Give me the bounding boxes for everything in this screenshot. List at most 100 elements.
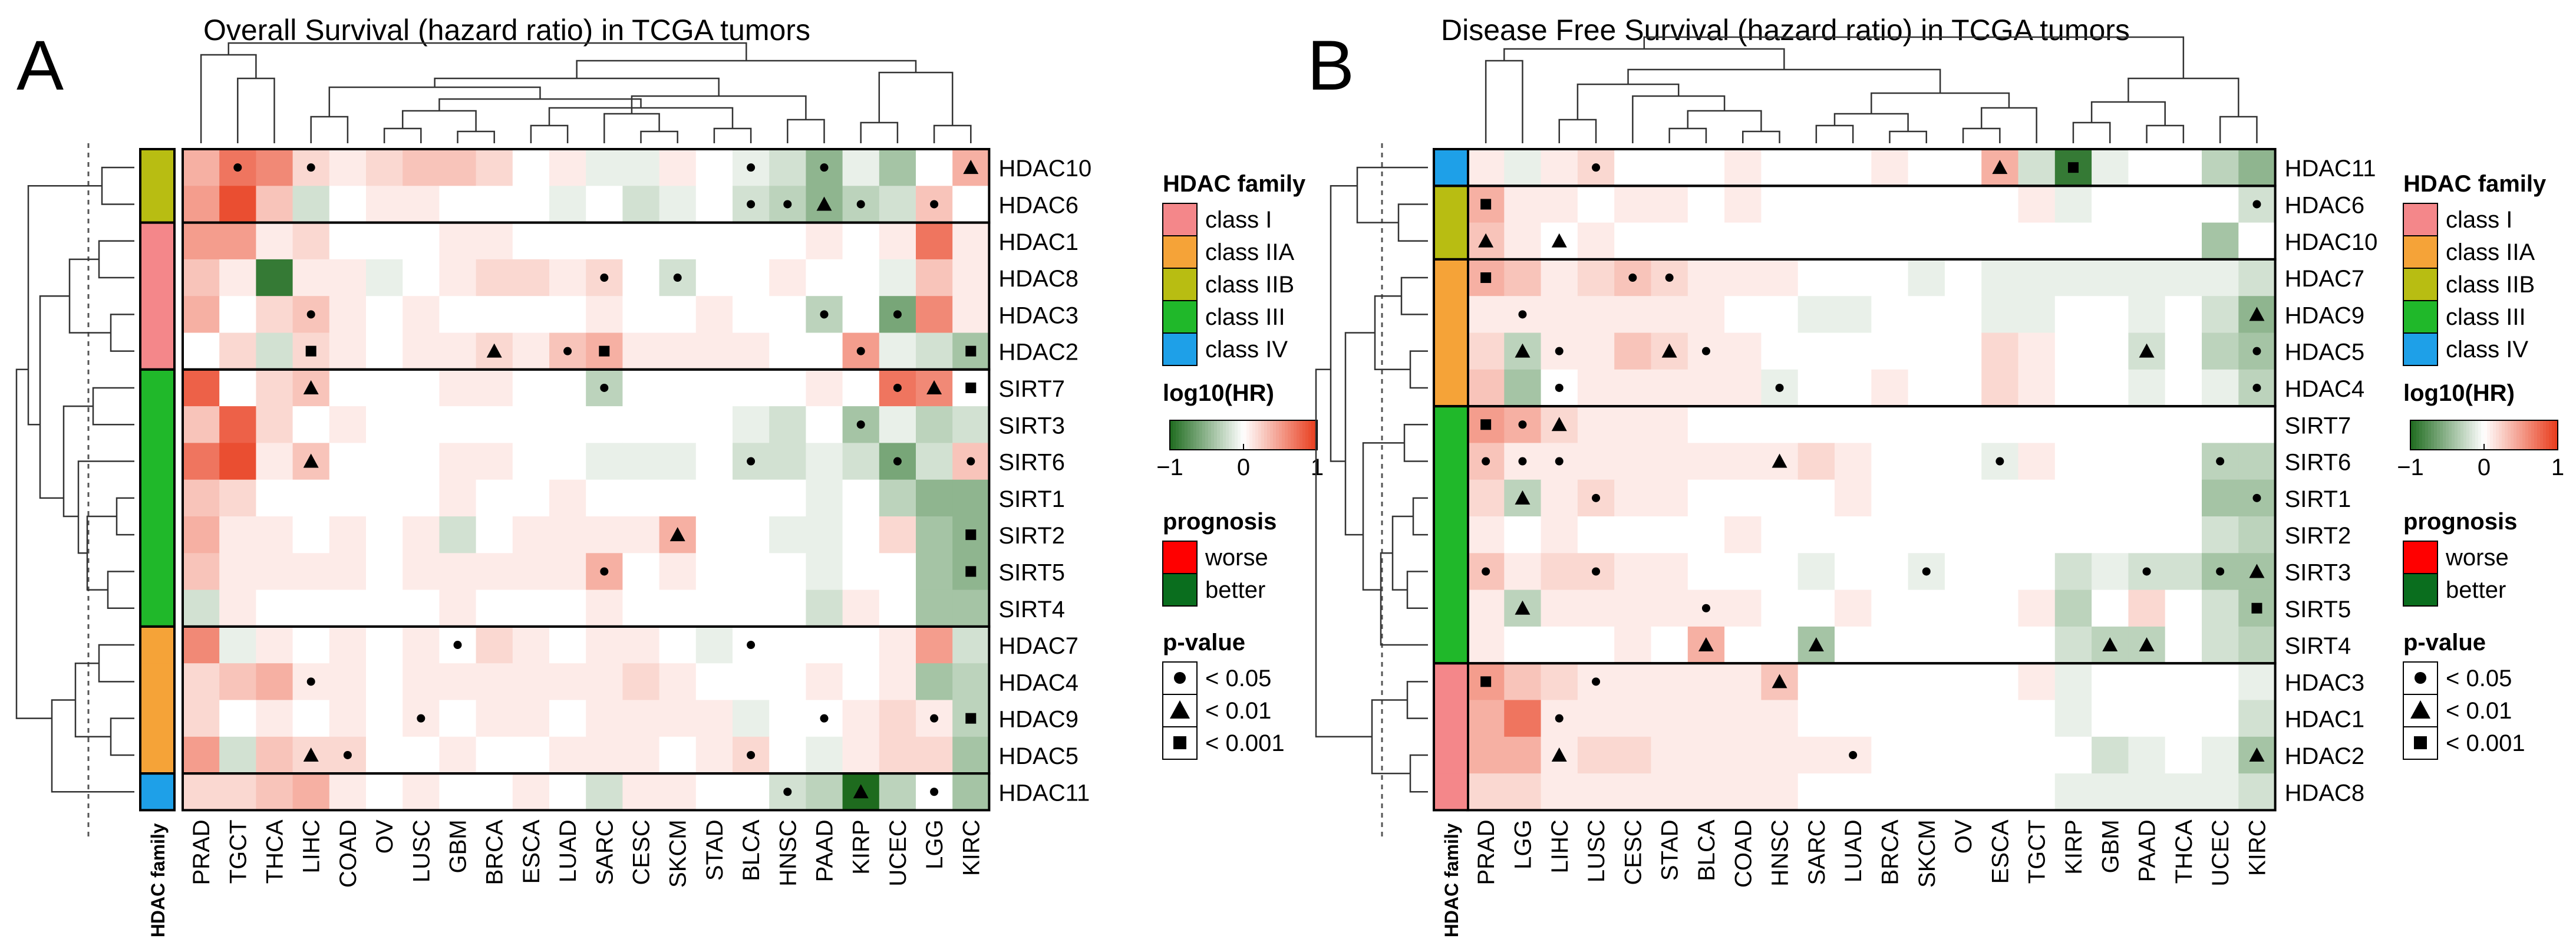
column-label: LUSC <box>408 819 434 882</box>
heatmap-cell <box>769 663 806 701</box>
heatmap-cell <box>183 369 220 407</box>
family-cell <box>140 332 174 370</box>
column-label: LGG <box>1510 819 1536 869</box>
heatmap-cell <box>1908 222 1945 260</box>
heatmap-cell <box>2054 332 2092 370</box>
chart-title: Disease Free Survival (hazard ratio) in … <box>1441 14 2130 47</box>
heatmap-cell <box>2092 663 2129 701</box>
p-circle-mark <box>600 274 609 282</box>
p-triangle-mark <box>1661 343 1677 358</box>
heatmap-cell <box>1577 332 1615 370</box>
heatmap-cell <box>695 553 733 591</box>
legend-color-step <box>1302 420 1306 450</box>
heatmap-cell <box>733 406 770 443</box>
heatmap-cell <box>769 553 806 591</box>
p-triangle-mark <box>1772 674 1787 689</box>
heatmap-cell <box>1724 516 1762 554</box>
heatmap-cell <box>952 589 989 627</box>
heatmap-cell <box>1577 296 1615 334</box>
row-label: SIRT1 <box>2285 486 2351 512</box>
heatmap-cell <box>769 589 806 627</box>
heatmap-cell <box>329 222 367 260</box>
column-label: LIHC <box>1547 819 1573 873</box>
legend-color-step <box>2525 420 2529 450</box>
legend-color-step <box>1261 420 1265 450</box>
heatmap-cell <box>1651 369 1688 407</box>
legend-triangle-symbol <box>2410 700 2430 719</box>
p-triangle-mark <box>303 747 319 762</box>
heatmap-cell <box>219 296 256 334</box>
column-label: OV <box>372 819 398 854</box>
heatmap-cell <box>403 149 440 186</box>
heatmap-cell <box>1944 700 1982 737</box>
heatmap-cell <box>366 736 403 774</box>
heatmap-cell <box>183 186 220 223</box>
heatmap-cells <box>1467 149 2276 811</box>
p-triangle-mark <box>303 453 319 468</box>
heatmap-cell <box>366 149 403 186</box>
heatmap-cell <box>219 516 256 554</box>
heatmap-cell <box>1944 259 1982 297</box>
heatmap-cell <box>439 149 477 186</box>
heatmap-cell <box>1944 553 1982 591</box>
column-label: UCEC <box>2208 819 2234 886</box>
legend-prognosis-label: better <box>1205 577 1265 603</box>
heatmap-cell <box>1981 222 2019 260</box>
heatmap-cell <box>2018 736 2056 774</box>
heatmap-cell <box>476 700 513 737</box>
p-square-mark <box>965 713 977 724</box>
heatmap-cell <box>1504 736 1542 774</box>
p-circle-mark <box>967 457 975 466</box>
heatmap-cell <box>733 773 770 811</box>
heatmap-cell <box>476 406 513 443</box>
heatmap-cell <box>1835 186 1872 223</box>
heatmap-cell <box>1944 443 1982 480</box>
heatmap-cell <box>403 443 440 480</box>
legend-family-title: HDAC family <box>2403 171 2547 197</box>
legend-color-step <box>1179 420 1182 450</box>
heatmap-cell <box>2092 186 2129 223</box>
heatmap-cell <box>2128 369 2166 407</box>
legend-color-step <box>2490 420 2493 450</box>
heatmap-cell <box>769 626 806 664</box>
p-triangle-mark <box>2249 564 2265 578</box>
heatmap-cell <box>1614 443 1652 480</box>
p-triangle-mark <box>1698 637 1714 652</box>
heatmap-cell <box>1835 553 1872 591</box>
legend-color-step <box>2552 420 2555 450</box>
heatmap-cell <box>2202 626 2239 664</box>
heatmap-cell <box>1577 736 1615 774</box>
heatmap-cell <box>183 516 220 554</box>
heatmap-cell <box>695 186 733 223</box>
heatmap-cell <box>622 773 660 811</box>
heatmap-cell <box>2238 626 2276 664</box>
heatmap-cell <box>183 406 220 443</box>
legend-color-step <box>2469 420 2473 450</box>
legend-color-step <box>2531 420 2535 450</box>
heatmap-cell <box>659 443 697 480</box>
legend-color-step <box>2437 420 2440 450</box>
heatmap-cell <box>1467 479 1505 517</box>
heatmap-cell <box>549 259 586 297</box>
heatmap-cell <box>952 479 989 517</box>
legend-color-step <box>2514 420 2517 450</box>
heatmap-cell <box>769 736 806 774</box>
heatmap-cell <box>806 222 843 260</box>
heatmap-cell <box>1687 553 1725 591</box>
heatmap-cell <box>2054 479 2092 517</box>
heatmap-cell <box>439 479 477 517</box>
heatmap-cell <box>366 773 403 811</box>
legend-color-step <box>1170 420 1173 450</box>
heatmap-cell <box>549 663 586 701</box>
heatmap-cell <box>292 626 330 664</box>
heatmap-cell <box>622 222 660 260</box>
legend-color-step <box>1205 420 1209 450</box>
heatmap-cell <box>329 186 367 223</box>
legend-color-step <box>1217 420 1221 450</box>
heatmap-cell <box>292 479 330 517</box>
heatmap-cell <box>183 149 220 186</box>
p-triangle-mark <box>1772 453 1787 468</box>
heatmap-cell <box>1467 296 1505 334</box>
heatmap-cell <box>1541 516 1578 554</box>
heatmap-cell <box>1687 296 1725 334</box>
